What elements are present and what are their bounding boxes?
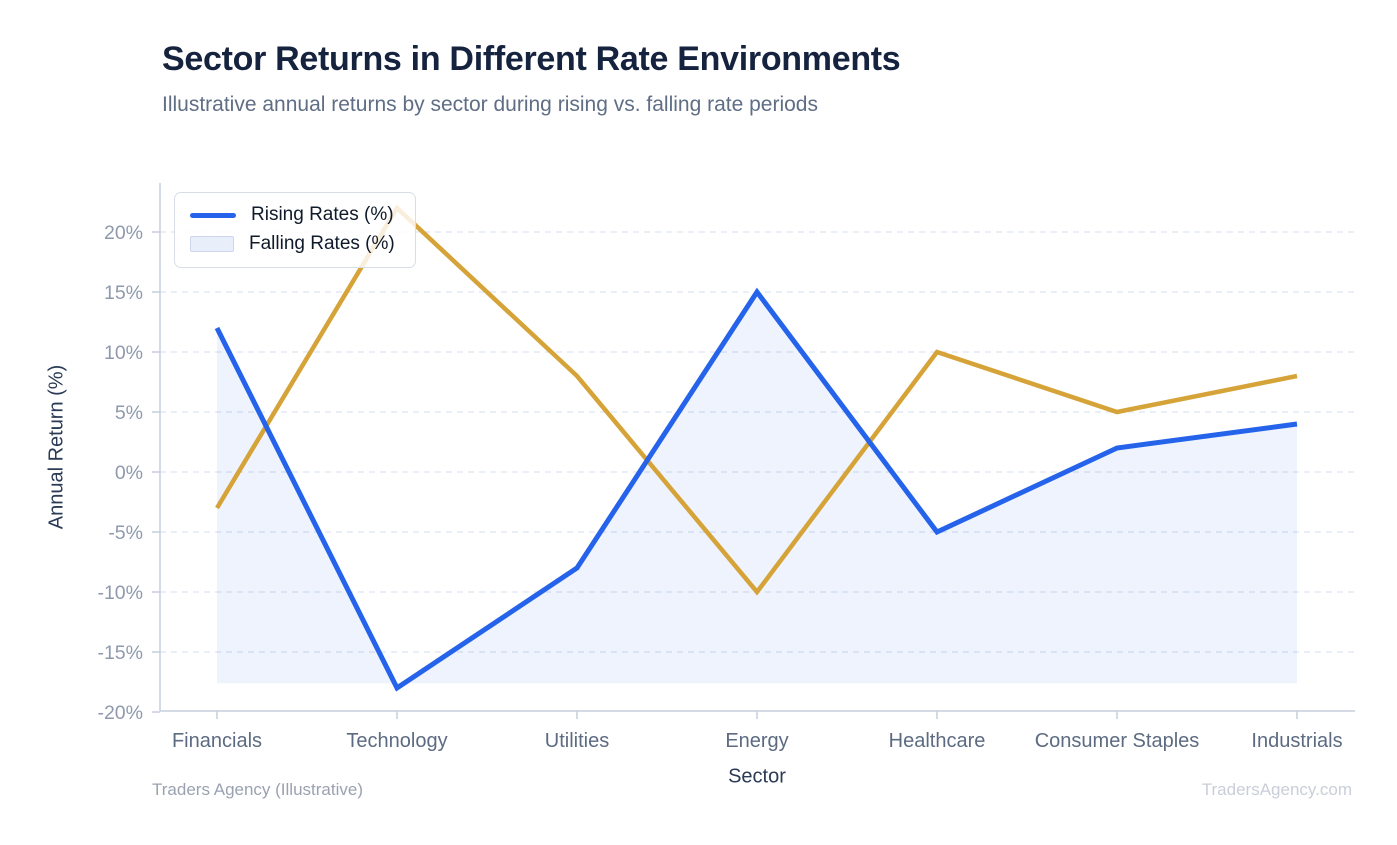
legend: Rising Rates (%) Falling Rates (%) [174, 192, 416, 268]
x-axis-label: Sector [728, 765, 786, 788]
y-axis-label: Annual Return (%) [45, 364, 68, 530]
x-tick-label: Financials [172, 730, 262, 752]
legend-label: Rising Rates (%) [251, 204, 394, 225]
y-tick-label: -5% [108, 522, 143, 544]
y-tick-label: 0% [115, 462, 143, 484]
area-fill [217, 292, 1297, 688]
x-tick-label: Technology [346, 730, 447, 752]
y-tick-label: 15% [104, 282, 143, 304]
rising-rates-line [214, 287, 1298, 692]
falling-rates-area-swatch [190, 236, 234, 252]
y-tick-label: 5% [115, 402, 143, 424]
legend-item-rising-rates: Rising Rates (%) [190, 204, 395, 226]
y-tick-label: -15% [97, 642, 143, 664]
y-tick-label: 20% [104, 222, 143, 244]
chart-subtitle: Illustrative annual returns by sector du… [162, 93, 818, 116]
x-tick-label: Energy [725, 730, 788, 752]
y-tick-label: 10% [104, 342, 143, 364]
x-tick-label: Industrials [1251, 730, 1342, 752]
y-tick-label: -10% [97, 582, 143, 604]
rising-rates-line-swatch [190, 212, 236, 218]
legend-item-falling-rates: Falling Rates (%) [190, 233, 395, 255]
x-tick-label: Consumer Staples [1035, 730, 1200, 752]
source-attribution: Traders Agency (Illustrative) [152, 780, 363, 799]
chart-title: Sector Returns in Different Rate Environ… [162, 40, 901, 78]
x-tick-label: Healthcare [889, 730, 986, 752]
watermark: TradersAgency.com [1201, 780, 1352, 799]
y-tick-label: -20% [97, 702, 143, 724]
legend-label: Falling Rates (%) [249, 233, 395, 254]
x-tick-label: Utilities [545, 730, 609, 752]
